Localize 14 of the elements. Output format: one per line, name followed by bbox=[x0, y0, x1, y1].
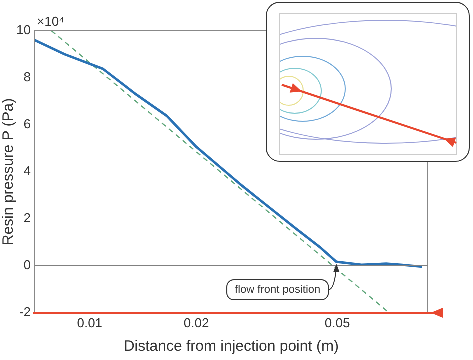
y-tick-label: -2 bbox=[19, 304, 31, 320]
y-tick-label: 0 bbox=[24, 258, 31, 273]
text: ×10⁴ bbox=[37, 14, 65, 30]
x-tick-label: 0.05 bbox=[324, 315, 350, 330]
y-tick-label: 6 bbox=[24, 116, 31, 132]
x-axis-title: Distance from injection point (m) bbox=[124, 338, 340, 356]
y-tick-label: 10 bbox=[16, 22, 31, 38]
y-tick-label: 4 bbox=[24, 164, 31, 179]
y-tick-label: 2 bbox=[24, 210, 31, 226]
y-axis-title: Resin pressure P (Pa) bbox=[0, 98, 18, 246]
x-tick-label: 0.02 bbox=[184, 315, 210, 330]
annotation: flow front position bbox=[235, 284, 321, 296]
y-tick-label: 8 bbox=[24, 70, 31, 85]
x-tick-label: 0.01 bbox=[77, 315, 103, 330]
